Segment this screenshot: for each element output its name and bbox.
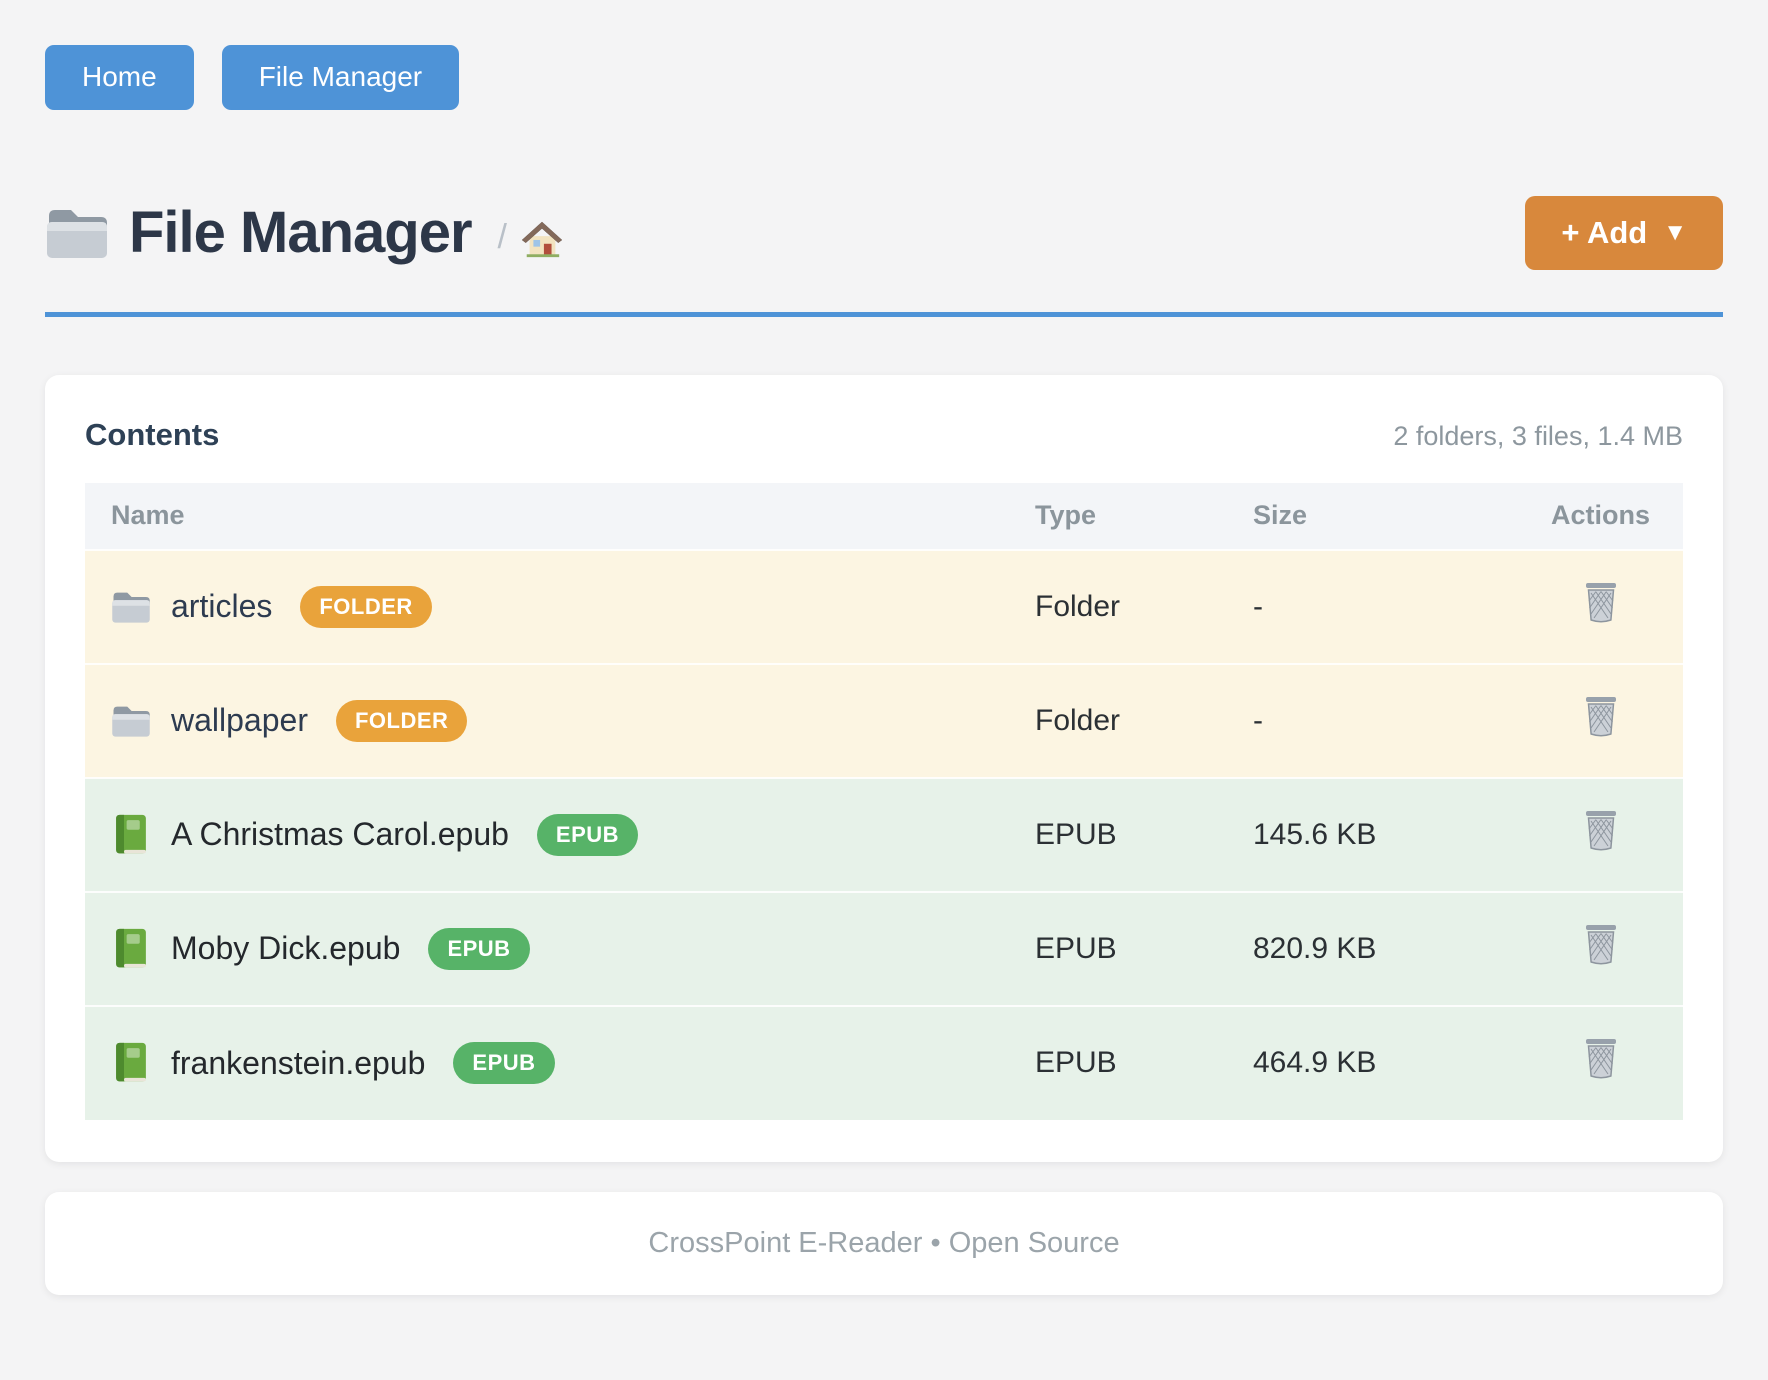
file-table: Name Type Size Actions articles FOLDER F… (85, 482, 1683, 1120)
delete-button[interactable] (1583, 696, 1619, 741)
file-name[interactable]: wallpaper (171, 702, 308, 739)
page: Home File Manager File Manager / + Add (45, 45, 1723, 1295)
table-row: Moby Dick.epub EPUB EPUB 820.9 KB (85, 890, 1683, 1006)
file-table-header: Name Type Size Actions (85, 482, 1683, 550)
folder-icon (111, 586, 151, 628)
contents-panel-header: Contents 2 folders, 3 files, 1.4 MB (85, 417, 1683, 453)
size-cell: 464.9 KB (1253, 1004, 1518, 1120)
delete-button[interactable] (1583, 1038, 1619, 1083)
type-badge: EPUB (428, 927, 530, 970)
size-cell: - (1253, 662, 1518, 778)
size-cell: 820.9 KB (1253, 890, 1518, 1006)
contents-summary: 2 folders, 3 files, 1.4 MB (1393, 420, 1683, 451)
type-badge: EPUB (536, 813, 639, 856)
type-badge: EPUB (453, 1042, 555, 1085)
table-row: articles FOLDER Folder - (85, 548, 1683, 664)
house-icon[interactable] (521, 219, 563, 259)
breadcrumb-separator: / (497, 218, 507, 257)
size-cell: 145.6 KB (1253, 776, 1518, 892)
add-button-label: + Add (1561, 214, 1648, 250)
delete-button[interactable] (1583, 582, 1619, 627)
footer-text: CrossPoint E-Reader • Open Source (648, 1226, 1120, 1259)
type-badge: FOLDER (300, 585, 432, 628)
file-table-body: articles FOLDER Folder - wallpaper FOLDE… (85, 548, 1683, 1120)
type-badge: FOLDER (335, 699, 468, 742)
type-cell: EPUB (1035, 776, 1253, 892)
file-name[interactable]: Moby Dick.epub (171, 930, 401, 967)
column-header-name: Name (85, 482, 1035, 550)
folder-icon (45, 206, 109, 260)
footer: CrossPoint E-Reader • Open Source (45, 1191, 1723, 1295)
top-nav: Home File Manager (45, 45, 1723, 110)
table-row: frankenstein.epub EPUB EPUB 464.9 KB (85, 1004, 1683, 1120)
contents-heading: Contents (85, 416, 220, 452)
type-cell: Folder (1035, 548, 1253, 664)
file-name[interactable]: frankenstein.epub (171, 1044, 426, 1081)
delete-button[interactable] (1583, 924, 1619, 969)
table-row: wallpaper FOLDER Folder - (85, 662, 1683, 778)
type-cell: EPUB (1035, 890, 1253, 1006)
file-manager-nav-button[interactable]: File Manager (221, 45, 460, 110)
table-row: A Christmas Carol.epub EPUB EPUB 145.6 K… (85, 776, 1683, 892)
book-icon (111, 814, 151, 856)
type-cell: Folder (1035, 662, 1253, 778)
type-cell: EPUB (1035, 1004, 1253, 1120)
column-header-type: Type (1035, 482, 1253, 550)
file-name[interactable]: articles (171, 588, 273, 625)
add-button[interactable]: + Add ▼ (1525, 195, 1723, 270)
column-header-actions: Actions (1518, 482, 1683, 550)
caret-down-icon: ▼ (1663, 218, 1687, 246)
folder-icon (111, 700, 151, 742)
column-header-size: Size (1253, 482, 1518, 550)
delete-button[interactable] (1583, 810, 1619, 855)
file-name[interactable]: A Christmas Carol.epub (171, 816, 509, 853)
home-nav-button[interactable]: Home (45, 45, 194, 110)
size-cell: - (1253, 548, 1518, 664)
book-icon (111, 1042, 151, 1084)
page-title: File Manager (129, 200, 473, 266)
page-header: File Manager / + Add ▼ (45, 195, 1723, 270)
title-divider (45, 311, 1723, 317)
book-icon (111, 928, 151, 970)
contents-panel: Contents 2 folders, 3 files, 1.4 MB Name… (45, 374, 1723, 1162)
